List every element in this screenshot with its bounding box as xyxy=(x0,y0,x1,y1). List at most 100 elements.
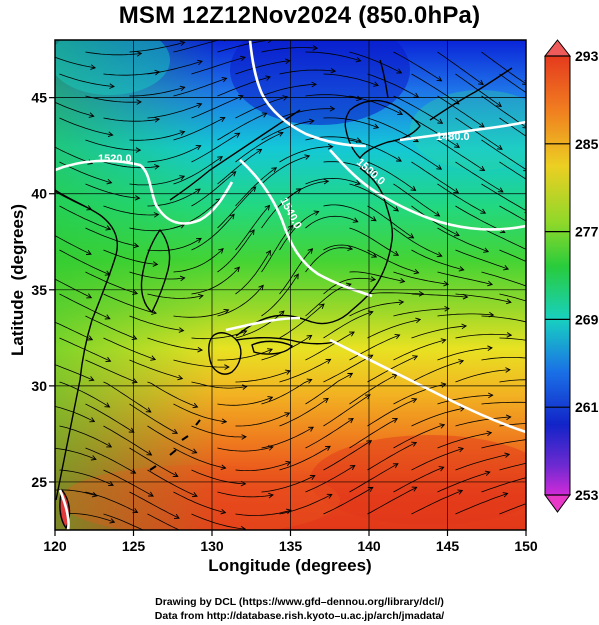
streamline xyxy=(481,183,526,212)
streamline xyxy=(217,285,264,317)
streamline xyxy=(437,394,493,405)
streamline-arrow xyxy=(434,211,441,217)
streamline xyxy=(85,271,138,294)
streamline xyxy=(173,309,229,318)
streamline-arrow xyxy=(278,310,285,316)
streamline xyxy=(305,465,356,493)
streamline-arrow xyxy=(410,185,417,192)
x-tick-label: 140 xyxy=(357,538,381,554)
streamline-arrow xyxy=(135,147,142,153)
streamline xyxy=(217,40,273,53)
streamline-arrow xyxy=(488,392,494,399)
streamline-arrow xyxy=(240,55,246,62)
streamline-arrow xyxy=(241,384,248,390)
streamline-arrow xyxy=(530,474,535,479)
streamline xyxy=(59,117,113,136)
streamline-arrow xyxy=(366,440,373,446)
streamline xyxy=(235,167,277,207)
streamline xyxy=(279,303,325,339)
streamline xyxy=(85,139,141,151)
streamline xyxy=(499,379,526,383)
streamline xyxy=(85,447,136,474)
streamline-arrow xyxy=(530,286,535,291)
streamline xyxy=(305,373,353,405)
streamline-arrow xyxy=(151,309,158,315)
streamline xyxy=(129,86,185,97)
streamline-arrow xyxy=(396,156,402,162)
streamline xyxy=(437,51,484,85)
streamline-arrow xyxy=(132,508,139,514)
streamline-arrow xyxy=(533,356,538,361)
streamline-arrow xyxy=(179,130,186,136)
streamline xyxy=(367,73,419,98)
streamline-arrow xyxy=(438,466,445,472)
streamline-arrow xyxy=(327,143,334,150)
streamline xyxy=(411,249,464,271)
streamline xyxy=(323,277,376,295)
streamline xyxy=(323,354,373,383)
streamline-arrow xyxy=(224,364,230,370)
streamline-arrow xyxy=(88,376,95,382)
streamline xyxy=(55,489,97,497)
streamline-arrow xyxy=(588,97,593,101)
streamline-arrow xyxy=(306,334,313,341)
streamline xyxy=(59,73,115,87)
streamline-arrow xyxy=(364,394,371,400)
streamline-arrow xyxy=(172,428,179,434)
streamline-arrow xyxy=(304,154,311,160)
streamline xyxy=(59,293,110,320)
streamline-arrow xyxy=(496,101,502,107)
streamline-arrow xyxy=(313,210,320,216)
streamline-arrow xyxy=(349,465,356,471)
streamline xyxy=(411,73,460,105)
streamline xyxy=(129,359,183,379)
streamline xyxy=(349,301,404,317)
streamline-arrow xyxy=(177,374,184,381)
streamline-arrow xyxy=(221,77,228,83)
streamline-arrow xyxy=(533,400,538,405)
streamline-arrow xyxy=(478,79,484,86)
streamline xyxy=(59,205,111,230)
streamline xyxy=(147,145,201,163)
streamline-arrow xyxy=(277,131,284,137)
streamline-arrow xyxy=(105,356,112,362)
streamline xyxy=(85,403,135,433)
streamline xyxy=(55,101,94,117)
streamline xyxy=(235,461,291,472)
streamline xyxy=(103,469,154,497)
streamline-arrow xyxy=(220,464,227,471)
streamline-arrow xyxy=(575,476,580,481)
streamline-arrow xyxy=(223,308,230,315)
streamline-arrow xyxy=(265,75,271,81)
credit-drawing: Drawing by DCL (https://www.gfd–dennou.o… xyxy=(155,596,444,608)
streamline xyxy=(261,47,318,53)
streamline xyxy=(481,401,526,405)
streamline xyxy=(235,509,292,516)
streamline-arrow xyxy=(373,81,379,87)
streamline-arrow xyxy=(487,345,493,351)
streamline xyxy=(323,311,373,339)
streamline-arrow xyxy=(89,417,96,423)
streamline-arrow xyxy=(196,237,202,244)
streamline-arrow xyxy=(271,167,278,173)
streamline-arrow xyxy=(154,164,160,170)
y-tick-label: 25 xyxy=(31,474,47,490)
streamline-arrow xyxy=(230,171,237,177)
streamline xyxy=(481,227,526,250)
streamline xyxy=(147,513,181,530)
x-tick-label: 135 xyxy=(279,538,303,554)
streamline xyxy=(279,211,319,251)
streamline-arrow xyxy=(250,186,257,192)
streamline xyxy=(393,139,442,170)
streamline xyxy=(103,513,144,530)
streamline-arrow xyxy=(282,95,289,101)
streamline-arrow xyxy=(105,225,112,231)
streamline-arrow xyxy=(285,58,291,64)
streamline-arrow xyxy=(356,95,363,102)
streamline xyxy=(85,315,137,340)
streamline-arrow xyxy=(497,187,504,193)
streamline xyxy=(191,132,240,163)
streamline xyxy=(235,205,270,251)
streamline xyxy=(261,426,314,449)
streamline xyxy=(59,249,110,276)
